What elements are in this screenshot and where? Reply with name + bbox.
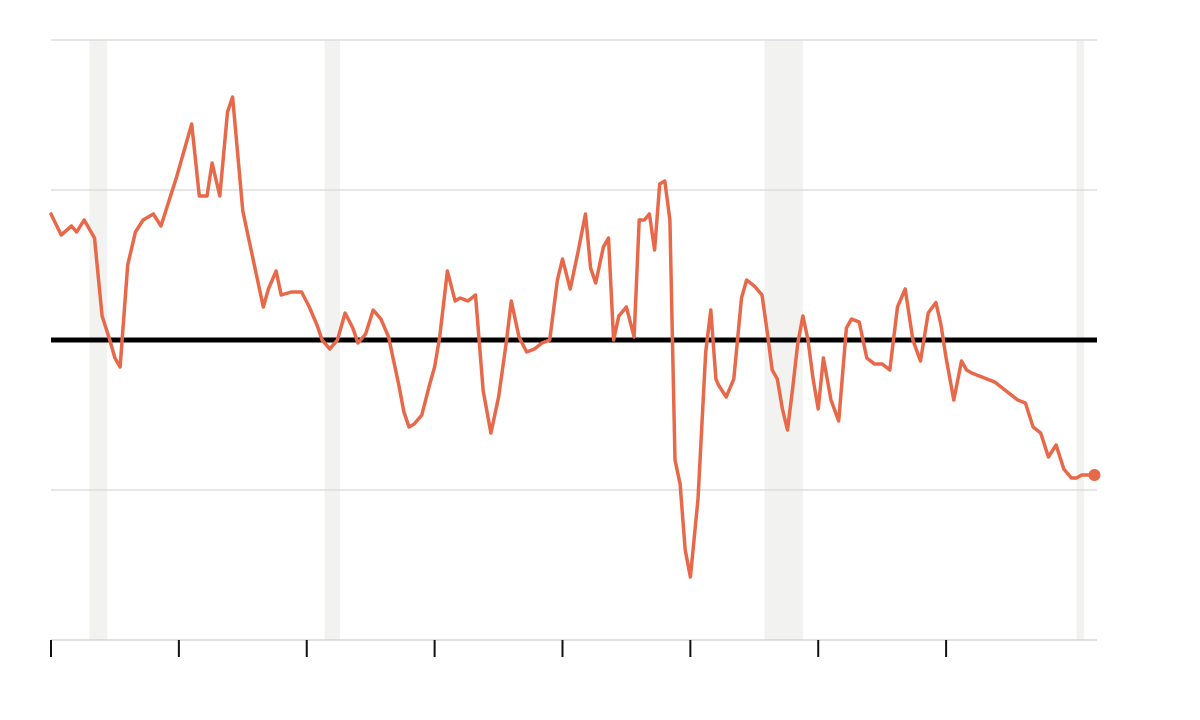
series-layer: [49, 95, 1101, 579]
gridlines: [51, 39, 1097, 491]
series-line-0: [49, 95, 1097, 579]
series-end-point-0: [1088, 469, 1101, 481]
x-axis: [50, 639, 1097, 657]
